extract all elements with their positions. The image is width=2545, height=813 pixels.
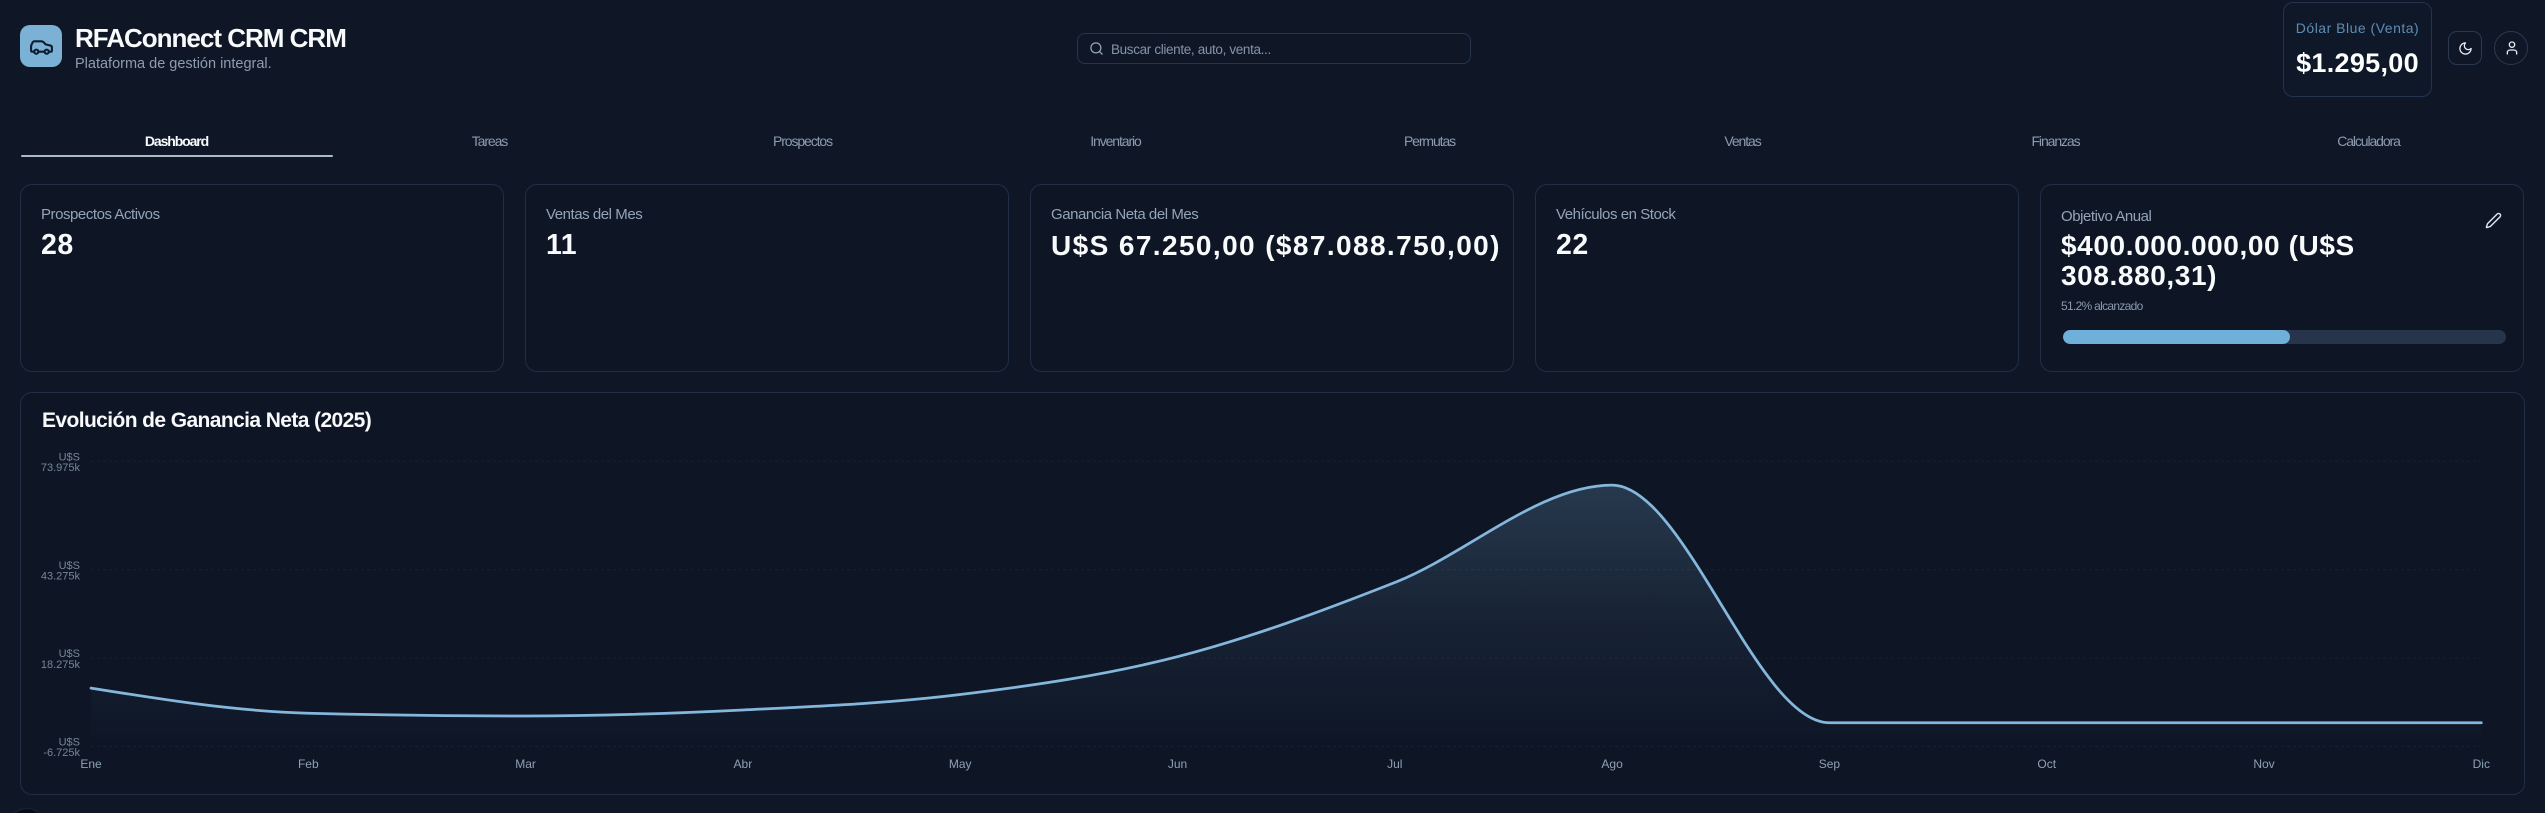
svg-text:Oct: Oct (2037, 757, 2056, 771)
svg-text:Mar: Mar (515, 757, 536, 771)
svg-text:Abr: Abr (734, 757, 753, 771)
svg-text:73.975k: 73.975k (41, 462, 81, 474)
svg-text:U$S: U$S (59, 451, 80, 463)
svg-text:Jul: Jul (1387, 757, 1402, 771)
svg-text:Nov: Nov (2253, 757, 2274, 771)
svg-text:May: May (949, 757, 972, 771)
svg-text:43.275k: 43.275k (41, 571, 81, 583)
svg-text:U$S: U$S (59, 648, 80, 660)
svg-text:Ene: Ene (80, 757, 102, 771)
svg-text:Ago: Ago (1601, 757, 1623, 771)
svg-text:18.275k: 18.275k (41, 659, 81, 671)
svg-text:U$S: U$S (59, 560, 80, 572)
svg-text:Dic: Dic (2473, 757, 2490, 771)
svg-text:Feb: Feb (298, 757, 319, 771)
svg-text:Sep: Sep (1819, 757, 1841, 771)
svg-text:U$S: U$S (59, 737, 80, 749)
svg-text:Jun: Jun (1168, 757, 1187, 771)
svg-text:-6.725k: -6.725k (43, 747, 80, 759)
